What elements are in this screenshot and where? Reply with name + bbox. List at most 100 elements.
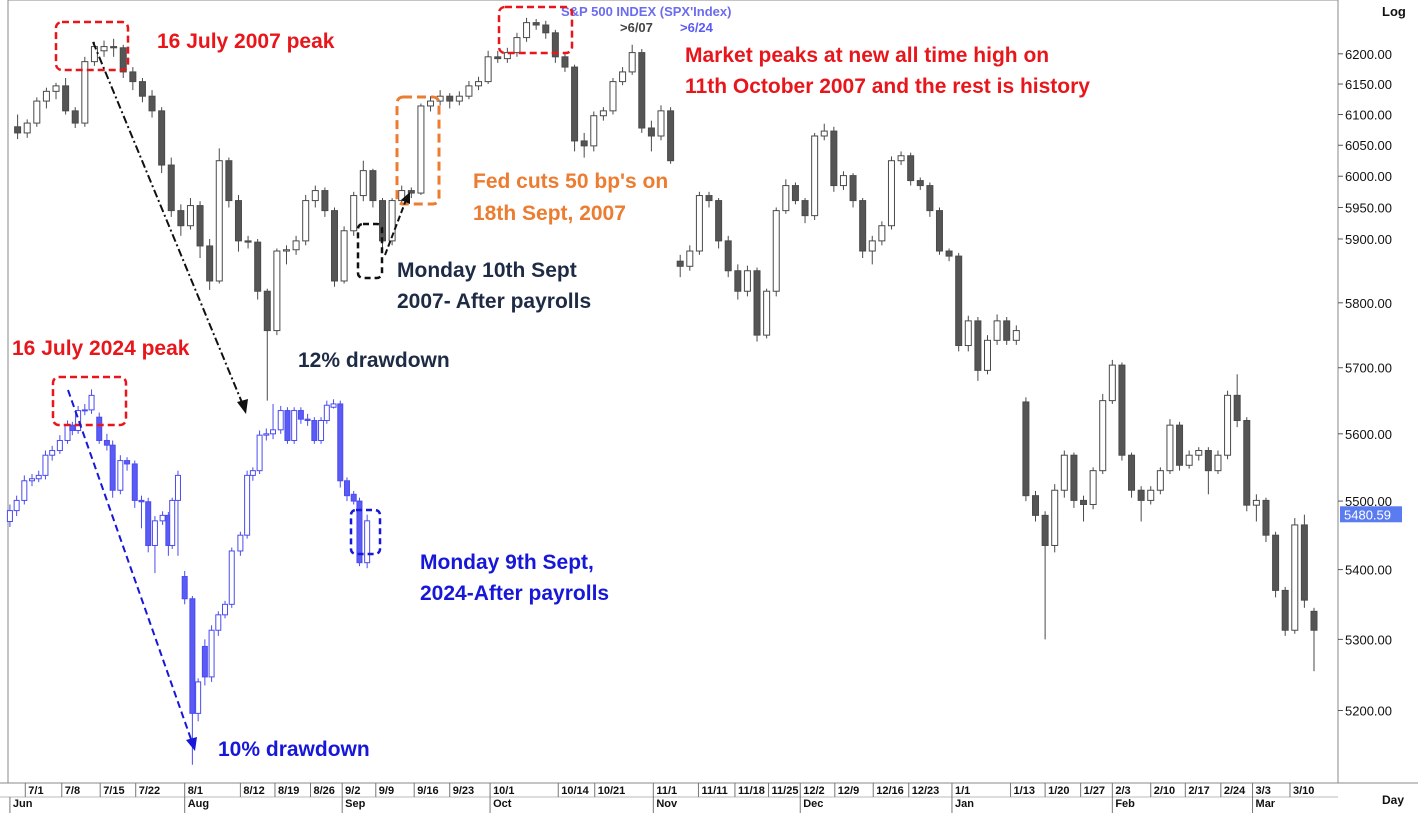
- candle-body: [228, 550, 235, 605]
- annotation: 11th October 2007 and the rest is histor…: [685, 75, 1090, 98]
- candle-body: [6, 510, 13, 523]
- arrowhead: [186, 737, 197, 751]
- candle-body: [124, 460, 131, 465]
- candle-body: [551, 32, 559, 58]
- y-tick-label: 5950.00: [1345, 200, 1392, 215]
- candle-body: [398, 190, 406, 202]
- candle-body: [1012, 330, 1020, 341]
- candle-body: [14, 126, 22, 134]
- candle-body: [407, 190, 415, 194]
- x-scale-label: Day: [1382, 793, 1404, 807]
- candle-body: [1185, 454, 1193, 466]
- candle-body: [222, 603, 229, 616]
- candle-body: [657, 110, 665, 137]
- candle-body: [811, 135, 819, 217]
- candle-body: [1272, 534, 1280, 591]
- candle-body: [1099, 400, 1107, 472]
- annotation: 16 July 2007 peak: [157, 30, 335, 53]
- candle-body: [1291, 524, 1299, 631]
- candle-body: [304, 418, 311, 422]
- candle-body: [974, 320, 982, 371]
- candle-body: [109, 444, 116, 491]
- candle-body: [379, 200, 387, 242]
- candle-body: [195, 681, 202, 714]
- candle-body: [270, 429, 277, 435]
- candles: [6, 17, 1318, 765]
- candle-body: [356, 500, 363, 564]
- candle-body: [542, 24, 550, 34]
- candle-body: [117, 460, 124, 491]
- annotation: Market peaks at new all time high on: [685, 44, 1049, 67]
- candle-body: [244, 474, 251, 536]
- x-tick-label: 3/3: [1256, 785, 1271, 797]
- candle-body: [859, 200, 867, 252]
- candle-body: [56, 439, 63, 452]
- candle-body: [35, 474, 42, 480]
- candle-body: [100, 46, 108, 52]
- candle-body: [638, 52, 646, 129]
- candle-body: [724, 240, 732, 272]
- candle-body: [1214, 454, 1222, 472]
- annotation: 2007- After payrolls: [397, 290, 591, 313]
- candle-body: [323, 404, 330, 422]
- annotation: Monday 9th Sept,: [420, 551, 594, 574]
- candle-body: [695, 195, 703, 252]
- candle-body: [110, 46, 118, 49]
- month-label: Nov: [656, 798, 678, 810]
- candle-body: [955, 255, 963, 347]
- candle-body: [1089, 470, 1097, 505]
- y-tick-label: 5400.00: [1345, 563, 1392, 578]
- candle-body: [277, 410, 284, 431]
- month-label: Feb: [1115, 798, 1135, 810]
- y-scale-label: Log: [1382, 4, 1406, 19]
- x-tick-label: 1/27: [1084, 785, 1105, 797]
- y-tick-label: 5800.00: [1345, 296, 1392, 311]
- x-tick-label: 12/23: [912, 785, 940, 797]
- candle-body: [52, 85, 60, 92]
- candle-body: [29, 478, 36, 482]
- candle-body: [1243, 420, 1251, 506]
- candle-body: [475, 81, 483, 87]
- x-tick-label: 11/18: [738, 785, 765, 797]
- candle-body: [71, 110, 79, 124]
- month-label: Sep: [345, 798, 365, 810]
- candle-body: [647, 127, 655, 137]
- candle-body: [1041, 514, 1049, 546]
- x-tick-label: 8/19: [278, 785, 299, 797]
- candle-body: [1300, 524, 1308, 601]
- candle-body: [1003, 320, 1011, 341]
- candle-body: [503, 52, 511, 60]
- candle-body: [13, 499, 20, 512]
- candle-body: [1310, 610, 1318, 631]
- candle-body: [292, 240, 300, 251]
- candle-body: [465, 85, 473, 97]
- candle-body: [801, 200, 809, 217]
- candle-body: [206, 245, 214, 282]
- legend-entry: >6/07: [620, 20, 653, 35]
- candle-body: [81, 61, 89, 124]
- candle-body: [263, 433, 270, 436]
- candle-body: [359, 170, 367, 197]
- x-tick-label: 9/9: [379, 785, 394, 797]
- arrow: [92, 41, 244, 406]
- candle-body: [446, 95, 454, 102]
- candle-body: [1176, 424, 1184, 466]
- candle-body: [907, 155, 915, 182]
- candle-body: [151, 520, 158, 546]
- callouts: [51, 5, 574, 751]
- month-label: Jun: [13, 798, 33, 810]
- candle-body: [49, 450, 56, 456]
- candle-body: [234, 200, 242, 242]
- candle-body: [69, 424, 76, 431]
- candle-body: [350, 195, 358, 232]
- candle-body: [1080, 499, 1088, 505]
- candle-body: [244, 240, 252, 243]
- candle-body: [628, 52, 636, 73]
- x-tick-label: 9/2: [345, 785, 360, 797]
- candle-body: [138, 499, 145, 503]
- chart-title: S&P 500 INDEX (SPX'Index): [561, 4, 731, 19]
- x-tick-label: 3/10: [1293, 785, 1314, 797]
- candle-body: [878, 225, 886, 242]
- candle-body: [609, 81, 617, 112]
